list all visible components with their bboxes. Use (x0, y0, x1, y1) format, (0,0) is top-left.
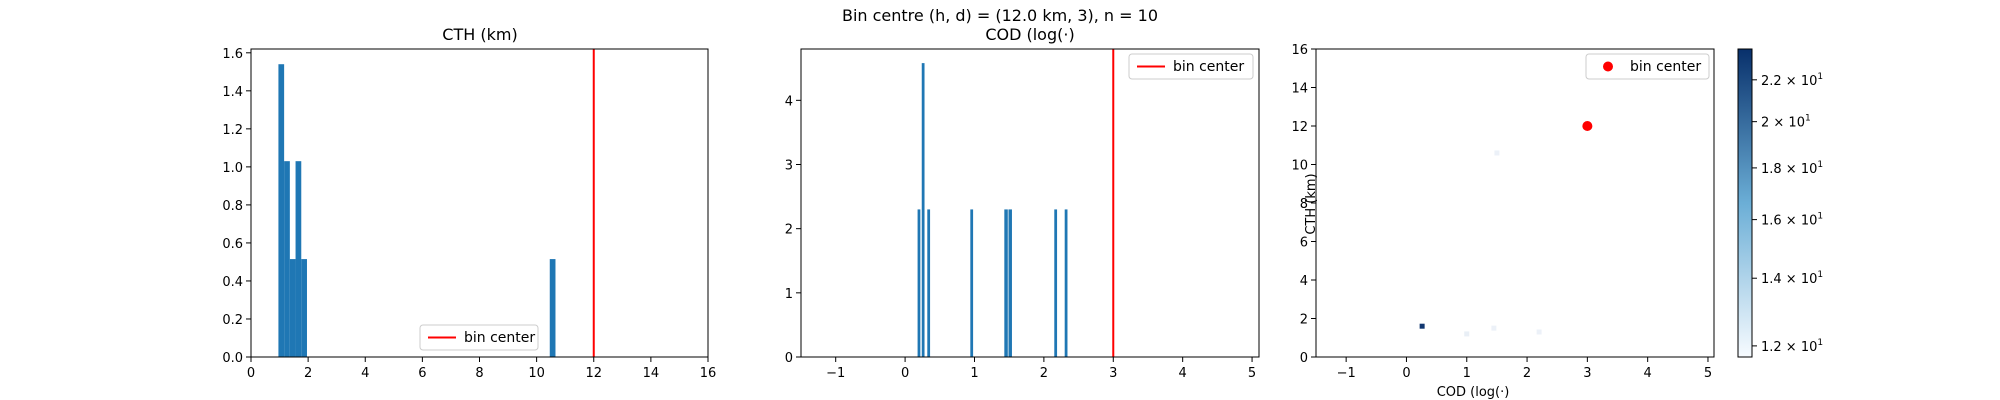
joint-histogram-xtick-label: 5 (1704, 366, 1712, 381)
cth-histogram-ytick-label: 1.4 (222, 85, 243, 100)
cth-histogram-xtick-label: 14 (643, 366, 660, 381)
cth-histogram-bar (301, 259, 307, 357)
colorbar-tick-label: 1.4 × 101 (1761, 270, 1823, 287)
cth-histogram-bar (289, 259, 296, 357)
cod-histogram-bar (927, 209, 931, 357)
figure-suptitle: Bin centre (h, d) = (12.0 km, 3), n = 10 (842, 6, 1158, 25)
cod-histogram-xtick-label: 0 (901, 366, 909, 381)
cth-histogram-xtick-label: 16 (700, 366, 717, 381)
joint-histogram-frame (1315, 48, 1715, 358)
colorbar-bar (1737, 48, 1753, 358)
cth-histogram-panel: CTH (km) 0 2 4 6 8 10 12 14 16 0.0 0.2 0.4 0.6 0.8 1.0… (222, 25, 716, 381)
joint-histogram-cell (1419, 323, 1425, 329)
cth-histogram-xtick-label: 2 (304, 366, 312, 381)
joint-histogram-xlabel: COD (log(·) (1437, 385, 1510, 400)
joint-histogram-cell (1491, 325, 1497, 331)
cod-histogram-xtick-label: −1 (826, 366, 845, 381)
cth-histogram-plot: 0 2 4 6 8 10 12 14 16 0.0 0.2 0.4 0.6 0.8 1.0 1.2 1.4 1.6… (222, 47, 716, 381)
cod-histogram-ytick-label: 1 (785, 287, 793, 302)
cth-histogram-xtick-label: 8 (475, 366, 483, 381)
cth-histogram-xtick-label: 4 (361, 366, 369, 381)
cod-histogram-plot: −1 0 1 2 3 4 5 0 1 2 3 4 bin center (785, 48, 1260, 381)
joint-histogram-legend-box (1585, 53, 1710, 80)
joint-histogram-cell (1464, 331, 1470, 337)
joint-histogram-xtick-label: −1 (1337, 366, 1356, 381)
cod-histogram-bar (1054, 209, 1058, 357)
joint-histogram-ylabel: CTH (km) (1304, 173, 1319, 234)
cod-histogram-bar (1064, 209, 1068, 357)
joint-histogram-xtick-label: 1 (1463, 366, 1471, 381)
cth-histogram-ytick-label: 1.6 (222, 47, 243, 62)
joint-histogram-xtick-label: 0 (1402, 366, 1410, 381)
joint-histogram-cell (1494, 150, 1500, 156)
cod-histogram-ytick-label: 0 (785, 351, 793, 366)
cod-histogram-bar (1004, 209, 1008, 357)
colorbar: 1.2 × 101 1.4 × 101 1.6 × 101 1.8 × 101 2 × … (1737, 48, 1823, 358)
cth-histogram-xtick-label: 0 (247, 366, 255, 381)
cth-histogram-legend-box (419, 324, 539, 351)
joint-histogram-cell (1536, 329, 1542, 335)
cth-histogram-bar (295, 161, 302, 357)
cod-histogram-xtick-label: 3 (1109, 366, 1117, 381)
cth-histogram-bar (549, 259, 556, 357)
cth-histogram-legend-label: bin center (464, 330, 535, 346)
cth-histogram-xtick-label: 6 (418, 366, 426, 381)
cth-histogram-ytick-label: 0.8 (222, 199, 243, 214)
cod-histogram-panel: COD (log(·) −1 0 1 2 3 4 5 0 1 2 3 4 bin center (785, 25, 1260, 381)
bin-center-marker (1582, 121, 1593, 131)
cth-histogram-ytick-label: 1.0 (222, 161, 243, 176)
cth-histogram-frame (250, 48, 709, 358)
cth-histogram-ytick-label: 1.2 (222, 123, 243, 138)
joint-histogram-ytick-label: 14 (1291, 82, 1308, 97)
cth-histogram-title: CTH (km) (442, 25, 517, 44)
cod-histogram-title: COD (log(·) (985, 25, 1074, 44)
cod-histogram-ytick-label: 2 (785, 223, 793, 238)
joint-histogram-xtick-label: 3 (1583, 366, 1591, 381)
cth-histogram-xtick-label: 12 (585, 366, 602, 381)
cod-histogram-xtick-label: 4 (1179, 366, 1187, 381)
joint-histogram-ytick-label: 10 (1291, 159, 1308, 174)
joint-histogram-legend-label: bin center (1630, 59, 1701, 75)
cod-histogram-frame (800, 48, 1260, 358)
colorbar-tick-label: 2.2 × 101 (1761, 72, 1823, 89)
cod-histogram-xtick-label: 5 (1248, 366, 1256, 381)
joint-histogram-ytick-label: 12 (1291, 120, 1308, 135)
cth-histogram-ytick-label: 0.2 (222, 313, 243, 328)
joint-histogram-xtick-label: 2 (1523, 366, 1531, 381)
joint-histogram-ytick-label: 16 (1291, 43, 1308, 58)
joint-histogram-ytick-label: 6 (1300, 236, 1308, 251)
colorbar-tick-label: 1.6 × 101 (1761, 212, 1823, 229)
cod-histogram-legend-box (1128, 53, 1254, 80)
joint-histogram-ytick-label: 8 (1300, 197, 1308, 212)
joint-histogram-ytick-label: 2 (1300, 313, 1308, 328)
cod-histogram-bar (921, 63, 925, 357)
colorbar-tick-label: 1.2 × 101 (1761, 338, 1823, 355)
cod-histogram-bar (1008, 209, 1012, 357)
joint-histogram-legend-marker (1603, 61, 1613, 72)
cod-histogram-xtick-label: 1 (970, 366, 978, 381)
joint-histogram-xtick-label: 4 (1644, 366, 1652, 381)
cod-histogram-legend-label: bin center (1173, 59, 1244, 75)
cth-histogram-bar (278, 64, 285, 358)
cod-histogram-xtick-label: 2 (1040, 366, 1048, 381)
cod-histogram-bar (917, 209, 921, 357)
cth-histogram-xtick-label: 10 (528, 366, 545, 381)
cth-histogram-ytick-label: 0.4 (222, 275, 243, 290)
joint-histogram-ytick-label: 4 (1300, 274, 1308, 289)
cth-histogram-ytick-label: 0.0 (222, 351, 243, 366)
cth-histogram-bar (284, 161, 290, 357)
cth-histogram-ytick-label: 0.6 (222, 237, 243, 252)
joint-histogram-ytick-label: 0 (1300, 351, 1308, 366)
cod-histogram-bar (970, 209, 974, 357)
cod-histogram-ytick-label: 3 (785, 159, 793, 174)
colorbar-tick-label: 2 × 101 (1761, 114, 1811, 131)
cod-histogram-ytick-label: 4 (785, 94, 793, 109)
colorbar-tick-label: 1.8 × 101 (1761, 160, 1823, 177)
